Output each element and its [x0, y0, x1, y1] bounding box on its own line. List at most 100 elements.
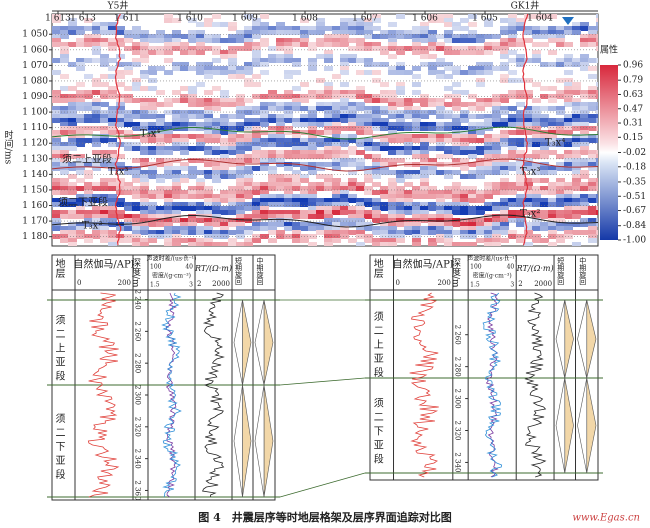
seismic-cell	[452, 122, 461, 127]
seismic-cell	[356, 30, 365, 35]
seismic-cell	[500, 238, 509, 243]
seismic-cell	[252, 50, 261, 55]
seismic-cell	[540, 210, 549, 215]
seismic-cell	[572, 58, 581, 63]
header: 40	[507, 264, 515, 271]
seismic-cell	[252, 62, 261, 67]
seismic-cell	[172, 206, 181, 211]
seismic-cell	[332, 42, 341, 47]
seismic-cell	[140, 210, 149, 215]
seismic-cell	[116, 74, 125, 79]
seismic-cell	[292, 238, 301, 243]
seismic-cell	[588, 198, 597, 203]
seismic-cell	[468, 230, 477, 235]
seismic-cell	[52, 142, 61, 147]
seismic-cell	[420, 214, 429, 219]
seismic-cell	[124, 186, 133, 191]
seismic-cell	[68, 110, 77, 115]
seismic-cell	[228, 218, 237, 223]
seismic-cell	[500, 26, 509, 31]
seismic-cell	[140, 230, 149, 235]
seismic-cell	[380, 138, 389, 143]
seismic-cell	[300, 42, 309, 47]
seismic-cell	[52, 14, 61, 19]
seismic-cell	[164, 38, 173, 43]
seismic-cell	[92, 234, 101, 239]
seismic-cell	[532, 14, 541, 19]
seismic-cell	[292, 178, 301, 183]
seismic-cell	[572, 210, 581, 215]
seismic-cell	[428, 110, 437, 115]
seismic-cell	[212, 46, 221, 51]
seismic-cell	[164, 46, 173, 51]
seismic-cell	[140, 122, 149, 127]
seismic-cell	[484, 122, 493, 127]
seismic-cell	[268, 106, 277, 111]
seismic-cell	[452, 170, 461, 175]
seismic-cell	[524, 178, 533, 183]
seismic-cell	[540, 122, 549, 127]
seismic-cell	[124, 70, 133, 75]
seismic-cell	[468, 218, 477, 223]
seismic-cell	[564, 102, 573, 107]
seismic-cell	[468, 70, 477, 75]
seismic-cell	[60, 170, 69, 175]
horizon-label: T₃x⁴	[140, 129, 160, 140]
horizon-label: T₃x²	[82, 221, 102, 232]
seismic-cell	[68, 162, 77, 167]
seismic-cell	[132, 202, 141, 207]
seismic-cell	[92, 214, 101, 219]
seismic-cell	[292, 150, 301, 155]
seismic-cell	[492, 182, 501, 187]
seismic-cell	[484, 146, 493, 151]
seismic-cell	[404, 222, 413, 227]
seismic-cell	[484, 114, 493, 119]
seismic-cell	[596, 118, 598, 123]
seismic-cell	[108, 162, 117, 167]
seismic-cell	[172, 110, 181, 115]
seismic-cell	[476, 78, 485, 83]
seismic-cell	[596, 94, 598, 99]
seismic-cell	[92, 186, 101, 191]
seismic-cell	[300, 150, 309, 155]
seismic-cell	[260, 226, 269, 231]
seismic-cell	[572, 162, 581, 167]
seismic-cell	[508, 198, 517, 203]
seismic-cell	[452, 46, 461, 51]
seismic-cell	[428, 42, 437, 47]
seismic-cell	[180, 218, 189, 223]
seismic-cell	[100, 94, 109, 99]
seismic-cell	[372, 226, 381, 231]
seismic-cell	[236, 162, 245, 167]
seismic-cell	[268, 134, 277, 139]
seismic-cell	[588, 210, 597, 215]
header: 2	[197, 280, 201, 288]
seismic-cell	[156, 210, 165, 215]
seismic-cell	[284, 194, 293, 199]
seismic-cell	[396, 46, 405, 51]
seismic-cell	[412, 82, 421, 87]
seismic-cell	[356, 90, 365, 95]
seismic-cell	[100, 90, 109, 95]
seismic-cell	[228, 102, 237, 107]
seismic-cell	[212, 14, 221, 19]
seismic-cell	[76, 26, 85, 31]
seismic-cell	[244, 154, 253, 159]
seismic-cell	[324, 130, 333, 135]
seismic-cell	[220, 66, 229, 71]
seismic-cell	[588, 206, 597, 211]
seismic-cell	[428, 18, 437, 23]
seismic-cell	[92, 218, 101, 223]
seismic-cell	[316, 118, 325, 123]
seismic-cell	[300, 202, 309, 207]
seismic-cell	[588, 162, 597, 167]
seismic-cell	[252, 110, 261, 115]
seismic-cell	[132, 78, 141, 83]
seismic-cell	[420, 102, 429, 107]
seismic-cell	[460, 146, 469, 151]
seismic-cell	[532, 170, 541, 175]
seismic-cell	[252, 134, 261, 139]
seismic-cell	[228, 162, 237, 167]
seismic-cell	[348, 18, 357, 23]
seismic-cell	[404, 122, 413, 127]
